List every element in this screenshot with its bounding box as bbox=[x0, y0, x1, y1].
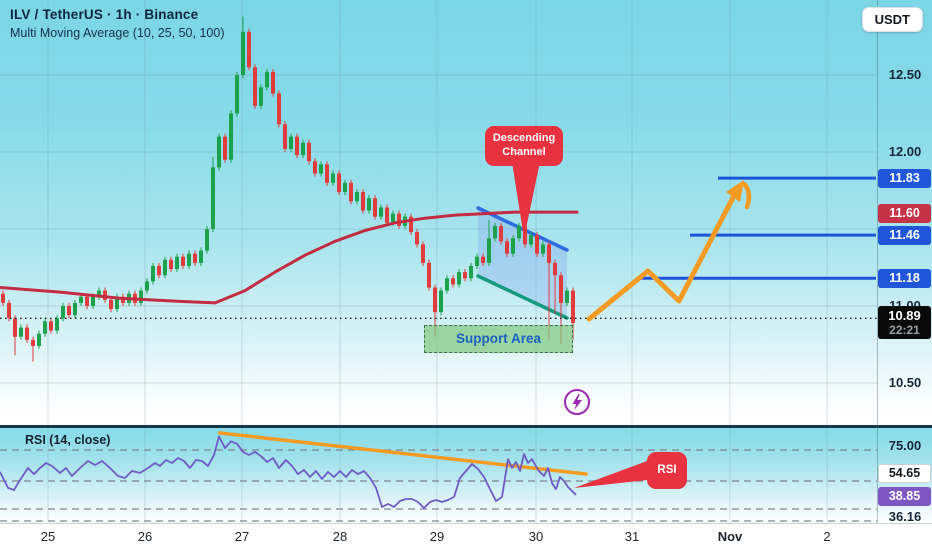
time-axis-label: 2 bbox=[823, 529, 831, 544]
price-axis-label: 10.50 bbox=[888, 375, 922, 390]
rsi-grid bbox=[0, 428, 877, 523]
candlestick-series bbox=[1, 16, 575, 362]
panel-separator bbox=[0, 425, 932, 428]
price-level-badge: 11.18 bbox=[878, 268, 931, 288]
time-axis-label: 28 bbox=[332, 529, 348, 544]
time-axis-label: 26 bbox=[137, 529, 153, 544]
rsi-value-badge: 38.85 bbox=[878, 486, 931, 506]
rsi-axis-label: 75.00 bbox=[888, 438, 922, 453]
price-axis-separator bbox=[877, 0, 878, 523]
rsi-trendline bbox=[218, 431, 588, 476]
lightning-icon[interactable] bbox=[563, 388, 591, 416]
time-axis-label: 29 bbox=[429, 529, 445, 544]
time-axis-label: Nov bbox=[717, 529, 743, 544]
descending-channel-callout-tail bbox=[512, 162, 540, 238]
bar-countdown: 22:21 bbox=[889, 322, 920, 337]
price-level-badge: 11.83 bbox=[878, 168, 931, 188]
ma-line bbox=[0, 210, 579, 305]
resistance-rays bbox=[641, 176, 876, 280]
rsi-line bbox=[0, 435, 577, 509]
descending-channel-callout[interactable]: Descending Channel bbox=[485, 126, 563, 166]
rsi-panel bbox=[0, 428, 932, 523]
time-axis-label: 30 bbox=[528, 529, 544, 544]
price-level-badge: 11.46 bbox=[878, 225, 931, 245]
support-area-box[interactable]: Support Area bbox=[424, 325, 573, 353]
price-chart-panel bbox=[0, 0, 932, 425]
rsi-canvas[interactable] bbox=[0, 428, 932, 523]
rsi-axis-label: 36.16 bbox=[888, 509, 922, 524]
currency-toggle-button[interactable]: USDT bbox=[861, 7, 923, 32]
rsi-value-badge: 54.65 bbox=[878, 463, 931, 483]
time-axis-label: 25 bbox=[40, 529, 56, 544]
grid-lines bbox=[0, 0, 877, 425]
time-axis-label: 27 bbox=[234, 529, 250, 544]
price-axis-label: 12.50 bbox=[888, 67, 922, 82]
projection-arrow bbox=[586, 180, 752, 322]
time-axis[interactable]: 25 26 27 28 29 30 31 Nov 2 bbox=[0, 523, 932, 550]
indicator-title: Multi Moving Average (10, 25, 50, 100) bbox=[10, 26, 225, 40]
rsi-callout-tail bbox=[574, 461, 647, 488]
time-axis-label: 31 bbox=[624, 529, 640, 544]
last-price-value: 10.89 bbox=[888, 307, 921, 323]
price-axis-label: 12.00 bbox=[888, 144, 922, 159]
last-price-badge: 10.89 22:21 bbox=[878, 305, 931, 339]
rsi-callout[interactable]: RSI bbox=[647, 452, 687, 489]
rsi-indicator-title: RSI (14, close) bbox=[25, 433, 111, 447]
price-chart-canvas[interactable] bbox=[0, 0, 932, 425]
price-level-badge: 11.60 bbox=[878, 204, 931, 224]
symbol-title: ILV / TetherUS · 1h · Binance bbox=[10, 7, 199, 22]
